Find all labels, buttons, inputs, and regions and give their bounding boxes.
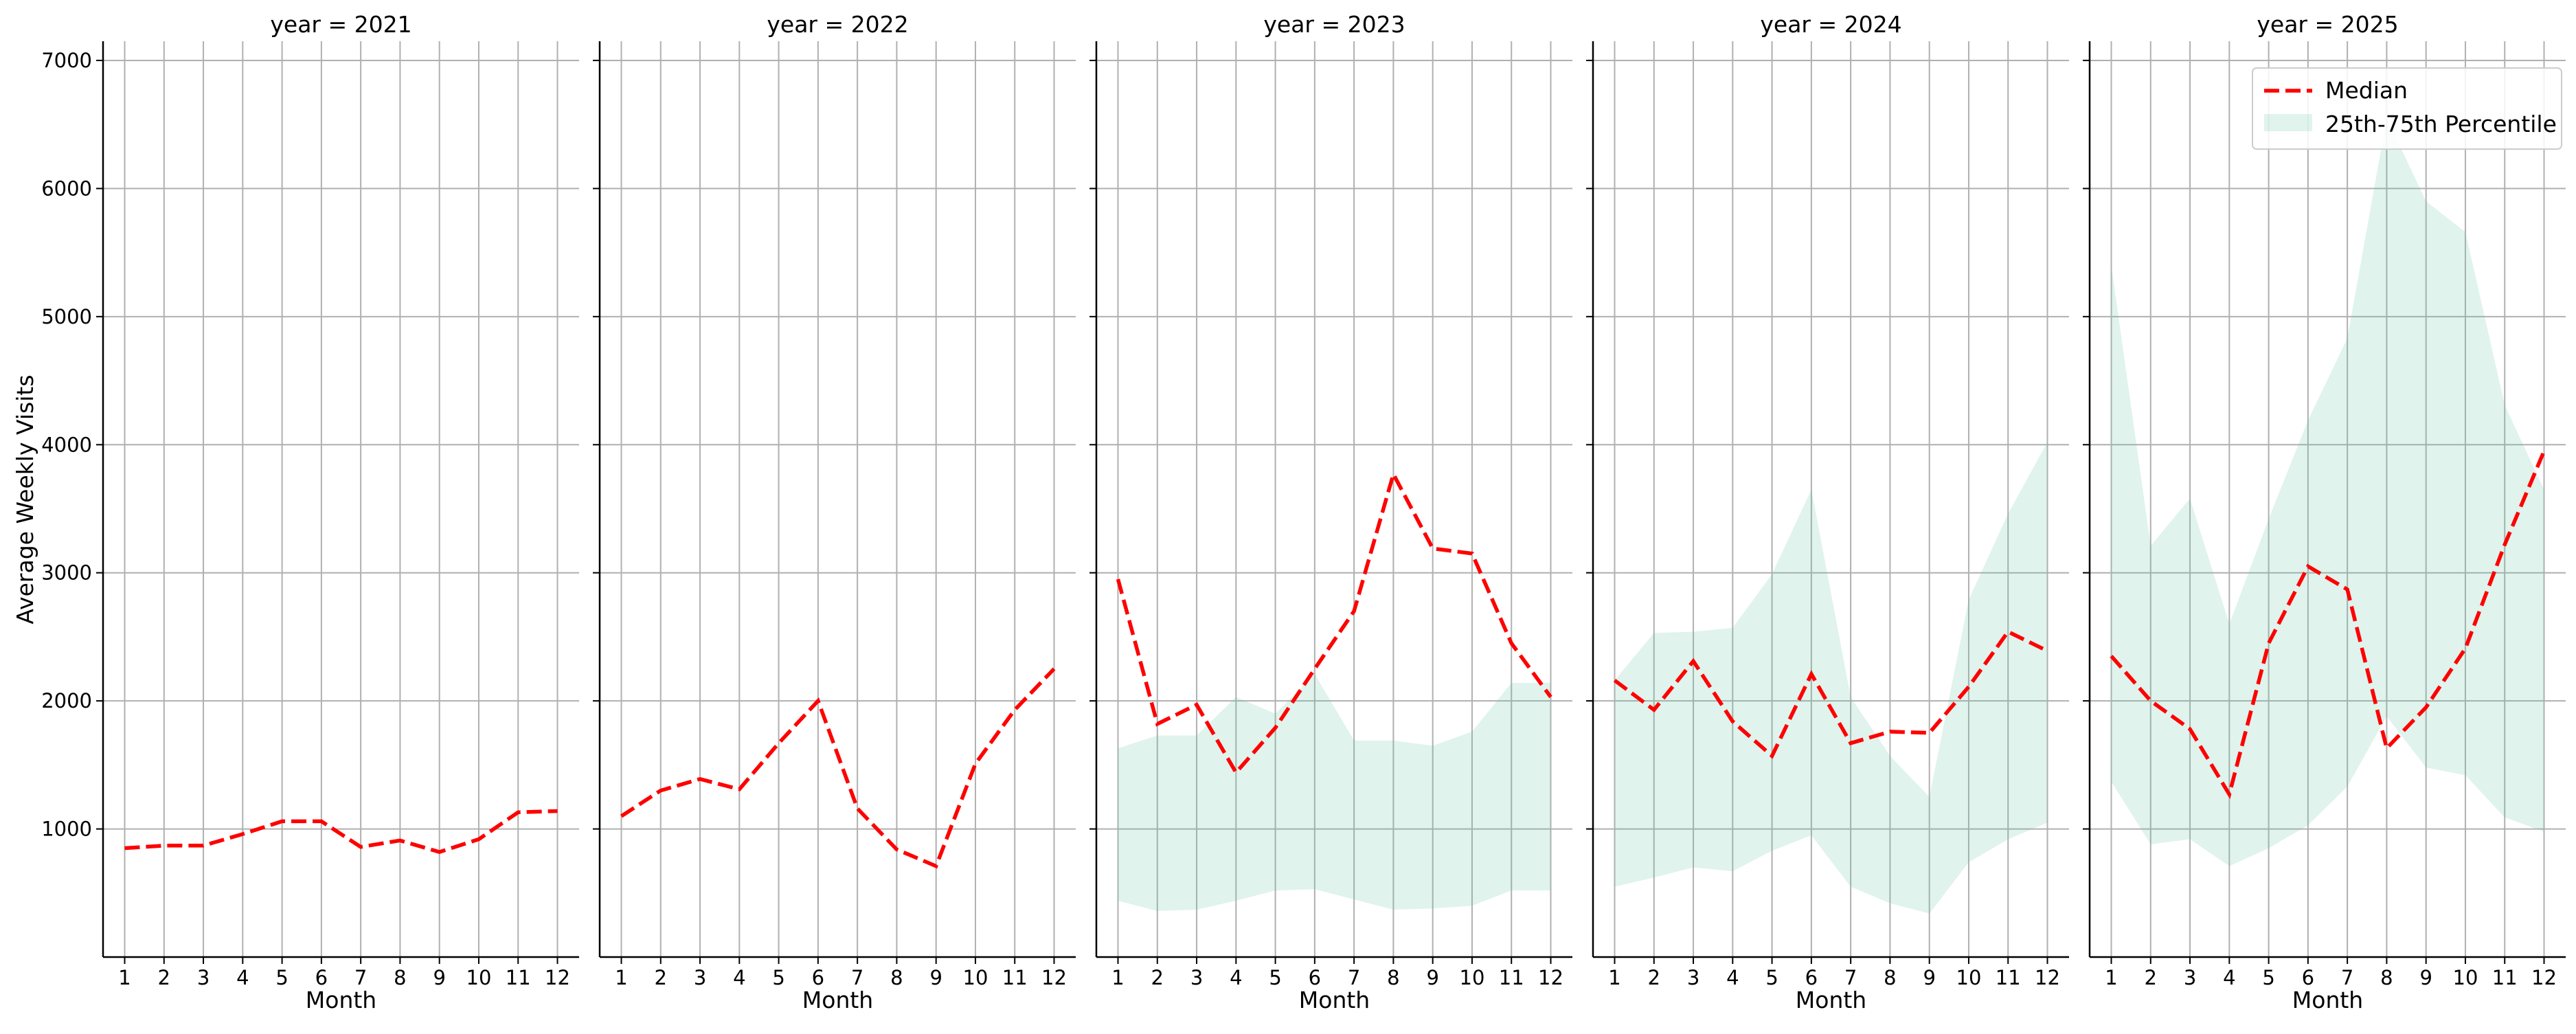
x-tick-label: 7: [1348, 966, 1360, 989]
x-tick-label: 6: [315, 966, 328, 989]
x-tick-label: 7: [1844, 966, 1857, 989]
panel-title-2: year = 2023: [1263, 11, 1405, 38]
x-tick-label: 8: [890, 966, 903, 989]
y-tick-label: 2000: [41, 689, 92, 712]
x-tick-label: 9: [1426, 966, 1438, 989]
x-tick-label: 6: [1805, 966, 1818, 989]
x-tick-label: 10: [466, 966, 492, 989]
legend-band-label: 25th-75th Percentile: [2325, 111, 2557, 137]
y-tick-label: 1000: [41, 818, 92, 841]
percentile-band-4: [2111, 117, 2544, 866]
y-tick-label: 3000: [41, 561, 92, 585]
x-tick-label: 7: [851, 966, 863, 989]
x-axis-label: Month: [802, 987, 873, 1013]
x-tick-label: 5: [1269, 966, 1281, 989]
x-tick-label: 3: [1190, 966, 1203, 989]
x-tick-label: 5: [772, 966, 784, 989]
x-tick-label: 7: [354, 966, 367, 989]
panel-title-4: year = 2025: [2257, 11, 2398, 38]
x-tick-label: 1: [1111, 966, 1124, 989]
x-tick-label: 6: [812, 966, 824, 989]
percentile-band-3: [1614, 442, 2048, 914]
x-axis-label: Month: [1299, 987, 1370, 1013]
panel-title-0: year = 2021: [270, 11, 411, 38]
x-tick-label: 8: [1387, 966, 1399, 989]
x-tick-label: 12: [545, 966, 570, 989]
y-tick-label: 6000: [41, 177, 92, 200]
x-tick-label: 1: [1608, 966, 1620, 989]
y-axis-label: Average Weekly Visits: [12, 374, 38, 624]
x-tick-label: 10: [963, 966, 988, 989]
x-tick-label: 6: [2302, 966, 2314, 989]
x-tick-label: 11: [1996, 966, 2021, 989]
legend-box: [2252, 67, 2562, 150]
x-tick-label: 12: [1041, 966, 1067, 989]
x-axis-label: Month: [306, 987, 376, 1013]
x-tick-label: 9: [433, 966, 445, 989]
x-tick-label: 1: [2105, 966, 2117, 989]
x-tick-label: 8: [1884, 966, 1896, 989]
x-tick-label: 6: [1309, 966, 1321, 989]
x-tick-label: 11: [2492, 966, 2518, 989]
x-tick-label: 7: [2341, 966, 2353, 989]
x-tick-label: 12: [2531, 966, 2557, 989]
panel-title-1: year = 2022: [767, 11, 908, 38]
y-tick-label: 5000: [41, 305, 92, 328]
median-line-0: [124, 809, 558, 854]
x-tick-label: 12: [2035, 966, 2060, 989]
median-line-3: [1613, 629, 2048, 759]
x-tick-label: 8: [394, 966, 406, 989]
median-line-4: [2110, 450, 2546, 800]
median-line-2: [1116, 469, 1552, 776]
x-tick-label: 8: [2380, 966, 2393, 989]
x-tick-label: 9: [2419, 966, 2432, 989]
x-tick-label: 4: [1726, 966, 1739, 989]
x-tick-label: 9: [929, 966, 942, 989]
legend-band-swatch: [2264, 114, 2312, 131]
percentile-band-2: [1118, 674, 1551, 911]
x-tick-label: 1: [118, 966, 131, 989]
x-tick-label: 11: [1499, 966, 1524, 989]
x-tick-label: 11: [506, 966, 531, 989]
legend-median-label: Median: [2325, 77, 2408, 104]
median-line-1: [620, 667, 1056, 869]
x-axis-label: Month: [2292, 987, 2363, 1013]
x-tick-label: 2: [655, 966, 667, 989]
x-tick-label: 2: [158, 966, 170, 989]
x-tick-label: 10: [1460, 966, 1485, 989]
x-tick-label: 4: [733, 966, 745, 989]
x-tick-label: 10: [2453, 966, 2478, 989]
x-tick-label: 4: [1230, 966, 1242, 989]
x-tick-label: 5: [1765, 966, 1778, 989]
x-tick-label: 1: [615, 966, 627, 989]
x-tick-label: 2: [1151, 966, 1164, 989]
x-tick-label: 5: [2262, 966, 2274, 989]
x-tick-label: 3: [1687, 966, 1699, 989]
y-tick-label: 4000: [41, 433, 92, 456]
x-tick-label: 3: [2184, 966, 2196, 989]
x-tick-label: 2: [2145, 966, 2157, 989]
x-tick-label: 10: [1956, 966, 1982, 989]
x-tick-label: 11: [1002, 966, 1028, 989]
x-tick-label: 2: [1648, 966, 1660, 989]
y-tick-label: 7000: [41, 49, 92, 72]
x-tick-label: 5: [275, 966, 288, 989]
x-tick-label: 9: [1923, 966, 1935, 989]
x-tick-label: 3: [197, 966, 210, 989]
x-tick-label: 3: [694, 966, 706, 989]
panel-title-3: year = 2024: [1760, 11, 1901, 38]
x-tick-label: 4: [2223, 966, 2235, 989]
x-tick-label: 12: [1538, 966, 1563, 989]
x-axis-label: Month: [1796, 987, 1866, 1013]
x-tick-label: 4: [236, 966, 249, 989]
